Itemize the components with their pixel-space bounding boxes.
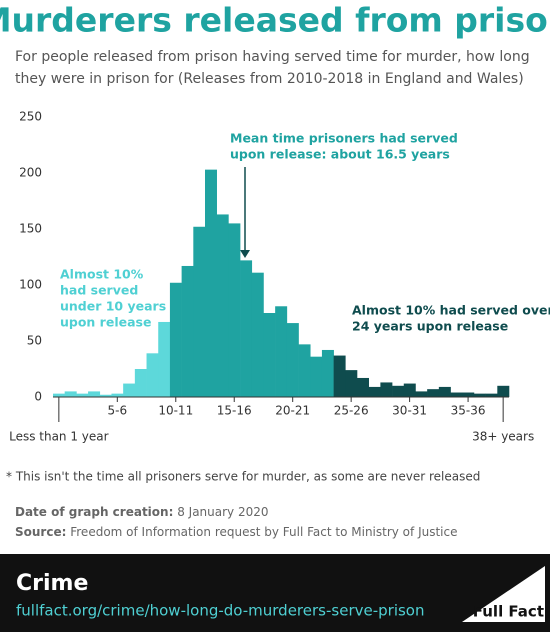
- bar: [205, 169, 217, 397]
- y-tick-label: 0: [34, 390, 42, 404]
- logo-triangle: [462, 566, 545, 622]
- bar: [438, 386, 451, 397]
- bar: [111, 393, 124, 397]
- footer-topic: Crime: [16, 571, 88, 596]
- footer-band: [0, 554, 550, 632]
- bar: [88, 391, 101, 397]
- bar: [462, 392, 475, 397]
- annotation: upon release: [60, 315, 151, 330]
- bar: [450, 392, 463, 397]
- bar: [169, 282, 182, 397]
- bar: [228, 223, 241, 397]
- annotation: Mean time prisoners had served: [230, 131, 458, 146]
- bar: [251, 272, 264, 397]
- bar: [403, 383, 416, 397]
- bar: [158, 321, 171, 397]
- bar: [216, 214, 229, 397]
- bar: [415, 391, 428, 397]
- x-tick-label: 15-16: [217, 404, 252, 418]
- date-value: 8 January 2020: [177, 505, 268, 519]
- bar: [392, 385, 405, 397]
- bar: [380, 382, 393, 397]
- bar: [473, 393, 486, 397]
- x-tick-label: 10-11: [158, 404, 193, 418]
- subtitle: they were in prison for (Releases from 2…: [15, 71, 524, 87]
- date-label: Date of graph creation:: [15, 505, 173, 519]
- x-tick-label: 20-21: [275, 404, 310, 418]
- bar: [123, 383, 136, 397]
- y-tick-label: 100: [19, 278, 42, 292]
- x-tick-label: 35-36: [451, 404, 486, 418]
- bar: [368, 386, 381, 397]
- bar: [240, 260, 253, 397]
- mean-arrowhead: [240, 250, 250, 258]
- annotation: 24 years upon release: [352, 319, 508, 334]
- bar: [485, 393, 498, 397]
- bar: [286, 323, 299, 397]
- bar: [146, 353, 159, 397]
- x-tick-label: Less than 1 year: [9, 430, 109, 444]
- footer-url[interactable]: fullfact.org/crime/how-long-do-murderers…: [16, 602, 424, 620]
- bar: [497, 385, 510, 397]
- x-tick-label: 38+ years: [472, 430, 534, 444]
- x-tick-label: 25-26: [334, 404, 369, 418]
- bar: [298, 344, 311, 397]
- y-tick-label: 250: [19, 110, 42, 124]
- source: Source: Freedom of Information request b…: [15, 525, 457, 539]
- bar: [99, 394, 112, 397]
- annotation: Almost 10%: [60, 267, 144, 282]
- annotation: upon release: about 16.5 years: [230, 147, 450, 162]
- source-value: Freedom of Information request by Full F…: [70, 525, 457, 539]
- y-tick-label: 150: [19, 222, 42, 236]
- bar: [427, 389, 440, 397]
- bar: [357, 377, 369, 397]
- annotation: under 10 years: [60, 299, 166, 314]
- x-tick-label: 30-31: [392, 404, 427, 418]
- annotation: Almost 10% had served over: [352, 303, 550, 318]
- bar: [181, 265, 194, 397]
- bar: [321, 349, 334, 397]
- subtitle: For people released from prison having s…: [15, 49, 530, 65]
- bar: [310, 356, 323, 397]
- date: Date of graph creation: 8 January 2020: [15, 505, 269, 519]
- bar: [134, 369, 147, 397]
- y-tick-label: 200: [19, 166, 42, 180]
- logo-text: Full Fact: [473, 603, 544, 621]
- footnote: * This isn't the time all prisoners serv…: [6, 470, 480, 484]
- x-tick-label: 5-6: [108, 404, 128, 418]
- bar: [193, 226, 206, 397]
- y-tick-label: 50: [27, 334, 42, 348]
- bar: [275, 306, 288, 397]
- chart-title: Murderers released from prison: [0, 1, 550, 40]
- bar: [333, 355, 346, 397]
- bar: [64, 391, 77, 397]
- bar: [53, 393, 65, 397]
- bar: [76, 393, 89, 397]
- bar: [263, 313, 276, 397]
- annotation: had served: [60, 283, 138, 298]
- source-label: Source:: [15, 525, 66, 539]
- bar: [345, 370, 358, 397]
